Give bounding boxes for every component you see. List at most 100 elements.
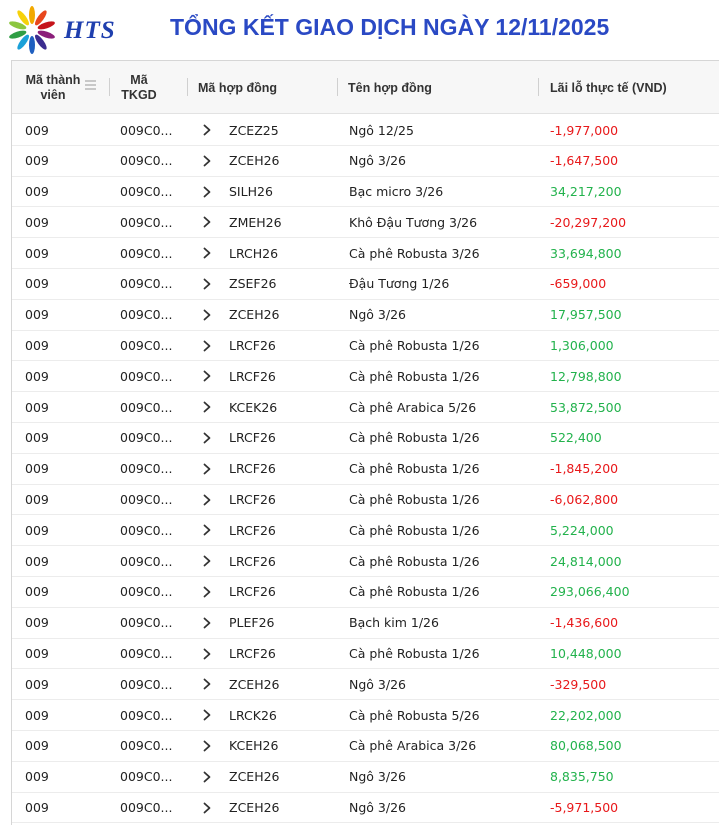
contract-name-cell: Cà phê Robusta 1/26 (349, 430, 480, 446)
chevron-right-icon[interactable] (202, 731, 214, 761)
column-header-pnl[interactable]: Lãi lỗ thực tế (VND) (550, 80, 667, 95)
contract-code-cell: LRCH26 (229, 245, 279, 261)
chevron-right-icon[interactable] (202, 392, 214, 422)
table-row[interactable]: 009 009C0... ZMEH26 Khô Đậu Tương 3/26 -20,2… (12, 207, 719, 239)
column-separator[interactable] (337, 78, 338, 96)
chevron-right-icon[interactable] (202, 238, 214, 268)
table-row[interactable]: 009 009C0... LRCF26 Cà phê Robusta 1/26 293,… (12, 577, 719, 608)
chevron-right-icon[interactable] (202, 546, 214, 576)
contract-name-cell: Cà phê Robusta 1/26 (349, 338, 480, 354)
pnl-cell: 522,400 (550, 430, 602, 446)
chevron-right-icon[interactable] (202, 608, 214, 638)
contract-code-cell: ZCEZ25 (229, 122, 279, 138)
column-separator[interactable] (538, 78, 539, 96)
contract-code-cell: KCEH26 (229, 738, 279, 754)
table-row[interactable]: 009 009C0... LRCF26 Cà phê Robusta 1/26 1,30… (12, 331, 719, 362)
table-row[interactable]: 009 009C0... LRCF26 Cà phê Robusta 1/26 522,… (12, 423, 719, 454)
column-header-member-line1: Mã thành (25, 72, 81, 87)
contract-code-cell: ZCEH26 (229, 307, 280, 323)
table-header: Mã thành viên Mã TKGD Mã hợp đồng Tên hợp … (12, 61, 719, 114)
contract-name-cell: Bạc micro 3/26 (349, 184, 444, 200)
table-row[interactable]: 009 009C0... ZCEH26 Ngô 3/26 -1,647,500 (12, 146, 719, 177)
chevron-right-icon[interactable] (202, 115, 214, 145)
chevron-right-icon[interactable] (202, 639, 214, 669)
table-row[interactable]: 009 009C0... LRCH26 Cà phê Robusta 3/26 33,6… (12, 238, 719, 269)
chevron-right-icon[interactable] (202, 146, 214, 176)
table-row[interactable]: 009 009C0... PLEF26 Bạch kim 1/26 -1,436,600 (12, 608, 719, 639)
contract-name-cell: Cà phê Robusta 1/26 (349, 522, 480, 538)
table-row[interactable]: 009 009C0... LRCF26 Cà phê Robusta 1/26 10,4… (12, 639, 719, 670)
pnl-cell: 33,694,800 (550, 245, 622, 261)
table-row[interactable]: 009 009C0... ZCEH26 Ngô 3/26 -5,971,500 (12, 793, 719, 824)
account-cell: 009C0... (120, 707, 173, 723)
table-row[interactable]: 009 009C0... ZCEH26 Ngô 3/26 8,835,750 (12, 762, 719, 793)
member-cell: 009 (25, 646, 49, 662)
table-row[interactable]: 009 009C0... LRCF26 Cà phê Robusta 1/26 -1,8… (12, 454, 719, 485)
account-cell: 009C0... (120, 430, 173, 446)
account-cell: 009C0... (120, 245, 173, 261)
chevron-right-icon[interactable] (202, 269, 214, 299)
table-row[interactable]: 009 009C0... KCEH26 Cà phê Arabica 3/26 80,0… (12, 731, 719, 762)
table-row[interactable]: 009 009C0... ZCEH26 Ngô 3/26 17,957,500 (12, 300, 719, 331)
contract-code-cell: LRCF26 (229, 646, 276, 662)
contract-code-cell: LRCF26 (229, 430, 276, 446)
table-row[interactable]: 009 009C0... LRCF26 Cà phê Robusta 1/26 5,22… (12, 515, 719, 547)
table-row[interactable]: 009 009C0... LRCF26 Cà phê Robusta 1/26 12,7… (12, 361, 719, 393)
contract-name-cell: Ngô 3/26 (349, 800, 406, 816)
table-row[interactable]: 009 009C0... LRCK26 Cà phê Robusta 5/26 22,2… (12, 700, 719, 731)
account-cell: 009C0... (120, 307, 173, 323)
member-cell: 009 (25, 399, 49, 415)
chevron-right-icon[interactable] (202, 300, 214, 330)
contract-name-cell: Bạch kim 1/26 (349, 615, 439, 631)
member-cell: 009 (25, 492, 49, 508)
column-header-account[interactable]: Mã TKGD (110, 61, 168, 114)
pnl-cell: -1,436,600 (550, 615, 619, 631)
account-cell: 009C0... (120, 522, 173, 538)
chevron-right-icon[interactable] (202, 515, 214, 545)
table-row[interactable]: 009 009C0... KCEK26 Cà phê Arabica 5/26 53,8… (12, 392, 719, 423)
chevron-right-icon[interactable] (202, 177, 214, 207)
table-row[interactable]: 009 009C0... LRCF26 Cà phê Robusta 1/26 -6,0… (12, 485, 719, 516)
column-header-contract-code[interactable]: Mã hợp đồng (198, 80, 278, 95)
member-cell: 009 (25, 184, 49, 200)
member-cell: 009 (25, 584, 49, 600)
contract-code-cell: LRCF26 (229, 338, 276, 354)
pnl-cell: 10,448,000 (550, 646, 622, 662)
table-row[interactable]: 009 009C0... SILH26 Bạc micro 3/26 34,217,20… (12, 177, 719, 208)
contract-name-cell: Ngô 3/26 (349, 676, 406, 692)
chevron-right-icon[interactable] (202, 361, 214, 391)
table-row[interactable]: 009 009C0... ZCEH26 Ngô 3/26 -329,500 (12, 669, 719, 701)
contract-code-cell: LRCF26 (229, 461, 276, 477)
contract-name-cell: Cà phê Robusta 1/26 (349, 553, 480, 569)
member-cell: 009 (25, 245, 49, 261)
chevron-right-icon[interactable] (202, 454, 214, 484)
column-separator[interactable] (109, 78, 110, 96)
contract-code-cell: ZMEH26 (229, 214, 282, 230)
chevron-right-icon[interactable] (202, 793, 214, 823)
contract-name-cell: Ngô 3/26 (349, 153, 406, 169)
chevron-right-icon[interactable] (202, 331, 214, 361)
member-cell: 009 (25, 615, 49, 631)
table-row[interactable]: 009 009C0... LRCF26 Cà phê Robusta 1/26 24,8… (12, 546, 719, 577)
pnl-cell: 12,798,800 (550, 368, 622, 384)
table-row[interactable]: 009 009C0... ZCEZ25 Ngô 12/25 -1,977,000 (12, 115, 719, 146)
chevron-right-icon[interactable] (202, 207, 214, 237)
column-header-contract-name[interactable]: Tên hợp đồng (348, 80, 432, 95)
chevron-right-icon[interactable] (202, 485, 214, 515)
column-separator[interactable] (187, 78, 188, 96)
chevron-right-icon[interactable] (202, 577, 214, 607)
contract-name-cell: Cà phê Robusta 1/26 (349, 584, 480, 600)
menu-icon[interactable] (85, 80, 96, 92)
account-cell: 009C0... (120, 769, 173, 785)
contract-name-cell: Đậu Tương 1/26 (349, 276, 450, 292)
chevron-right-icon[interactable] (202, 762, 214, 792)
table-row[interactable]: 009 009C0... ZSEF26 Đậu Tương 1/26 -659,000 (12, 269, 719, 300)
chevron-right-icon[interactable] (202, 669, 214, 699)
pnl-cell: -1,977,000 (550, 122, 619, 138)
account-cell: 009C0... (120, 800, 173, 816)
contract-code-cell: ZSEF26 (229, 276, 277, 292)
chevron-right-icon[interactable] (202, 423, 214, 453)
chevron-right-icon[interactable] (202, 700, 214, 730)
pnl-cell: 17,957,500 (550, 307, 622, 323)
column-header-member[interactable]: Mã thành viên (12, 61, 94, 114)
